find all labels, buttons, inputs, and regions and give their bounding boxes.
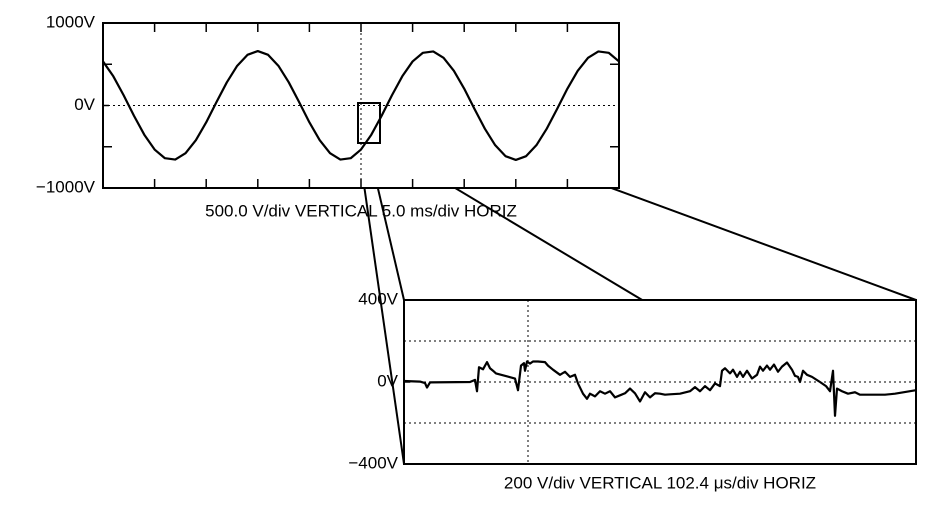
y-tick-label: 1000V [46,12,96,31]
x-axis-caption: 200 V/div VERTICAL 102.4 μs/div HORIZ [504,473,816,492]
x-axis-caption: 500.0 V/div VERTICAL 5.0 ms/div HORIZ [205,201,517,220]
y-tick-label: 400V [358,289,398,308]
chart: −1000V 0V 1000V 500.0 V/div VERTICAL 5.0 ms… [36,12,620,220]
y-tick-label: −1000V [36,177,96,196]
chart: −400V 0V 400V 200 V/div VERTICAL 102.4 μs/d… [348,289,917,492]
y-tick-label: 0V [377,371,398,390]
zoom-window [357,102,381,144]
connector [357,142,405,465]
trace [102,49,620,162]
y-tick-label: −400V [348,453,398,472]
trace [403,360,917,417]
y-tick-label: 0V [74,95,95,114]
plot-frame [102,22,620,189]
plot-frame [403,299,917,465]
